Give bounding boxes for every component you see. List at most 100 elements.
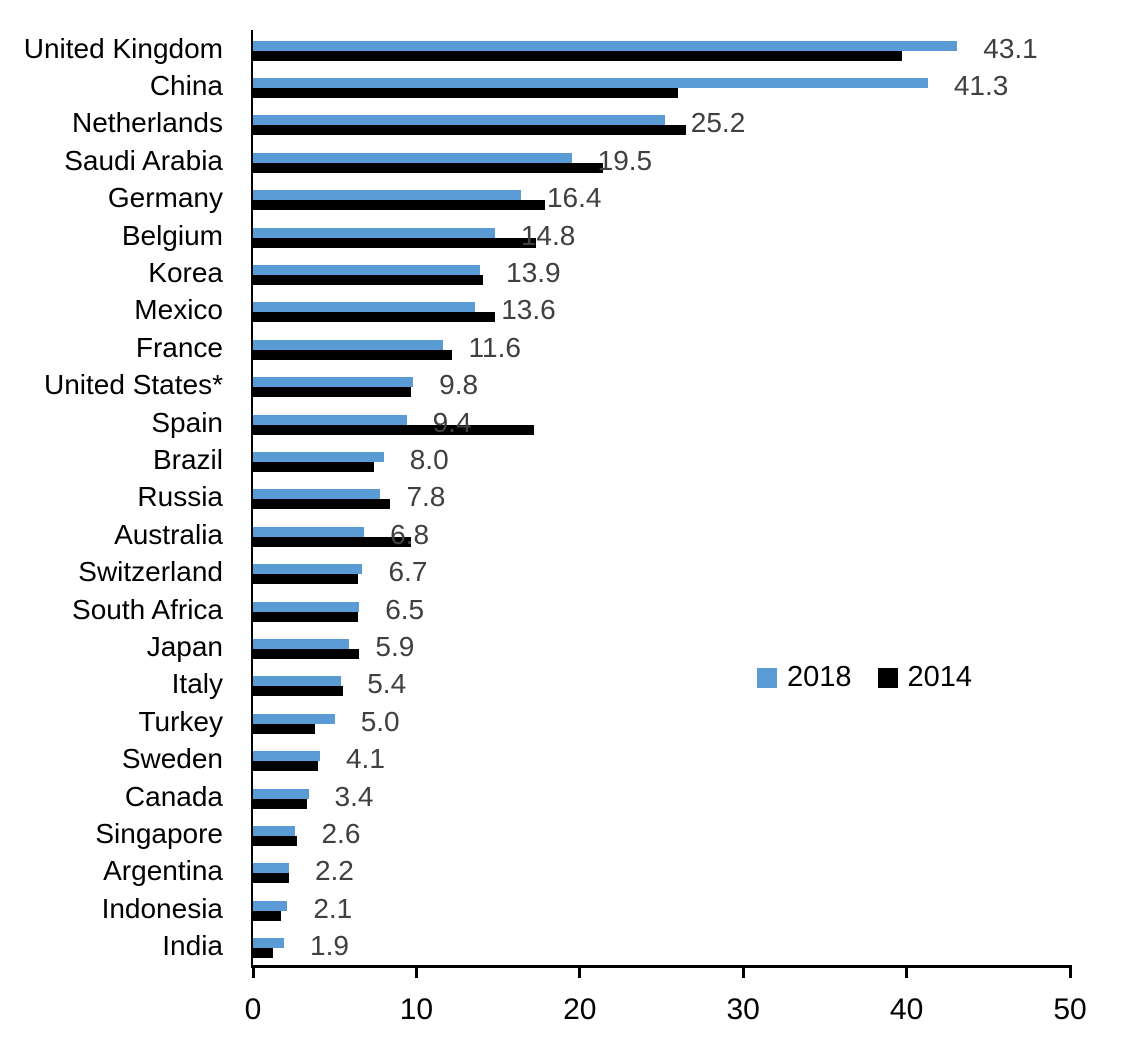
value-label: 14.8 [520, 219, 576, 251]
legend-swatch-2018-icon [757, 667, 777, 688]
bar-2018 [253, 601, 360, 612]
value-label: 6.8 [390, 518, 430, 550]
bar-2014 [253, 686, 343, 697]
value-label: 4.1 [345, 743, 385, 775]
x-axis-tick-label: 50 [1053, 993, 1087, 1026]
bar-2018 [253, 564, 363, 575]
bar-2014 [253, 125, 686, 136]
bar-2014 [253, 761, 319, 772]
category-label: Singapore [95, 818, 223, 850]
value-label: 5.9 [375, 630, 415, 662]
value-label: 43.1 [983, 32, 1038, 64]
value-label: 6.5 [385, 593, 425, 625]
bar-2018 [253, 676, 342, 687]
category-label: Korea [148, 257, 223, 289]
value-label: 41.3 [953, 69, 1009, 101]
category-label: Japan [146, 631, 223, 663]
bar-2018 [253, 339, 443, 350]
legend: 2018 2014 [757, 661, 972, 694]
bar-2018 [253, 414, 407, 425]
legend-label-2014: 2014 [907, 661, 973, 693]
legend-swatch-2014-icon [877, 667, 898, 688]
category-label: Indonesia [101, 892, 223, 924]
x-axis-tick [578, 968, 582, 978]
bar-2014 [253, 723, 316, 734]
value-label: 25.2 [690, 107, 746, 139]
category-label: Italy [171, 668, 223, 700]
value-label: 5.0 [360, 705, 400, 737]
y-axis-line [251, 30, 253, 968]
bar-2018 [253, 526, 365, 537]
bar-2018 [253, 751, 320, 762]
category-label: Belgium [121, 219, 223, 251]
category-label: Brazil [152, 444, 223, 476]
bar-2014 [253, 274, 484, 285]
bar-2018 [253, 788, 309, 799]
bar-2014 [253, 798, 307, 809]
category-label: India [162, 930, 223, 962]
x-axis-tick [905, 968, 909, 978]
bar-2014 [253, 648, 360, 659]
x-axis-line [251, 965, 1072, 968]
value-label: 6.7 [388, 556, 428, 588]
bar-2018 [253, 713, 335, 724]
value-label: 8.0 [409, 443, 449, 475]
bar-2018 [253, 152, 572, 163]
value-label: 2.1 [313, 892, 353, 924]
legend-item-2018: 2018 [757, 661, 852, 694]
bar-2018 [253, 900, 288, 911]
bar-2018 [253, 377, 414, 388]
value-label: 3.4 [334, 780, 374, 812]
category-label: Spain [151, 406, 223, 438]
category-label: China [149, 70, 223, 102]
bar-2014 [253, 237, 536, 248]
value-label: 19.5 [597, 144, 653, 176]
category-label: Turkey [138, 705, 223, 737]
category-label: France [135, 331, 223, 363]
bar-2014 [253, 461, 374, 472]
value-label: 9.4 [432, 406, 472, 438]
plot-area: 43.1 41.3 25.2 19.5 16.4 14.8 13.9 13.6 11.6 9.8 9… [253, 30, 1070, 965]
x-axis-tick-label: 30 [726, 993, 760, 1026]
bar-2018 [253, 190, 521, 201]
category-label: Switzerland [78, 556, 223, 588]
value-label: 16.4 [546, 182, 602, 214]
category-label: Argentina [103, 855, 223, 887]
bar-2018 [253, 302, 476, 313]
legend-label-2018: 2018 [787, 661, 852, 693]
category-label: United States* [44, 369, 223, 401]
bar-2014 [253, 948, 273, 959]
bar-2018 [253, 825, 296, 836]
value-label: 7.8 [406, 481, 446, 513]
bar-2014 [253, 910, 281, 921]
legend-item-2014: 2014 [877, 661, 973, 694]
bar-2014 [253, 873, 289, 884]
bar-2014 [253, 574, 358, 585]
value-label: 13.6 [501, 294, 556, 326]
bar-2018 [253, 638, 350, 649]
bar-2018 [253, 489, 381, 500]
category-label: United Kingdom [23, 32, 223, 64]
value-label: 13.9 [506, 256, 561, 288]
bar-2014 [253, 162, 603, 173]
bar-2014 [253, 387, 412, 398]
category-label: Saudi Arabia [64, 144, 223, 176]
bar-2014 [253, 312, 495, 323]
bar-2018 [253, 77, 928, 88]
bar-2014 [253, 611, 358, 622]
value-label: 1.9 [310, 930, 349, 962]
value-label: 5.4 [367, 668, 407, 700]
category-label: Sweden [121, 743, 223, 775]
value-label: 2.2 [314, 855, 354, 887]
category-label: Russia [137, 481, 223, 513]
value-label: 9.8 [439, 369, 479, 401]
category-label: Canada [124, 780, 223, 812]
bar-2018 [253, 451, 384, 462]
value-label: 11.6 [468, 331, 521, 363]
x-axis-tick-label: 10 [399, 993, 434, 1026]
bar-2014 [253, 835, 298, 846]
bar-2018 [253, 115, 665, 126]
x-axis-tick [741, 968, 745, 978]
value-label: 2.6 [321, 817, 361, 849]
